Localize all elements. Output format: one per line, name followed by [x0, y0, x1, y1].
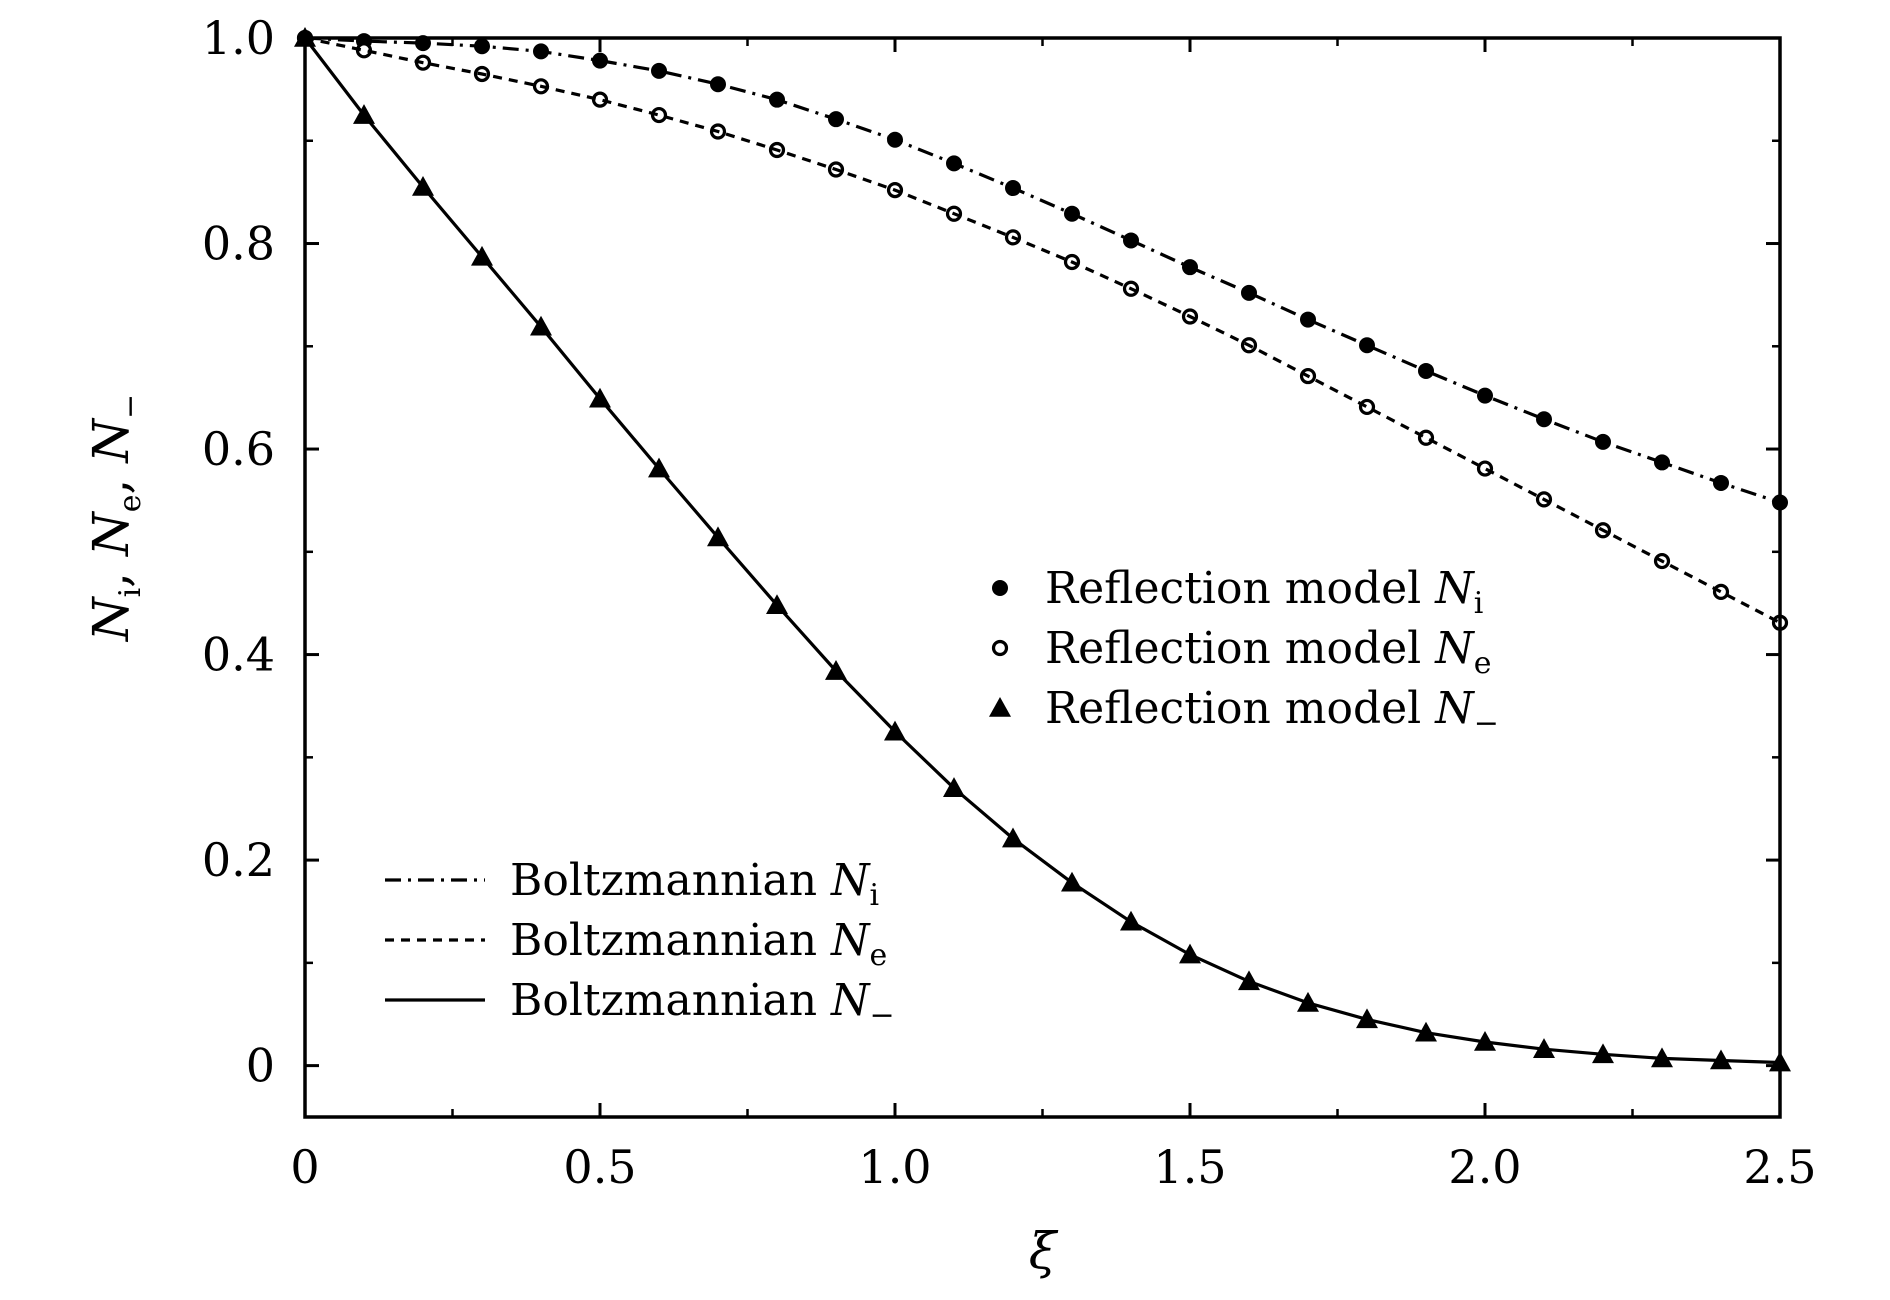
data-point [1359, 337, 1375, 354]
x-tick-label: 1.0 [858, 1140, 931, 1194]
legend-label: Reflection model Ne [1045, 623, 1492, 681]
series-line [304, 36, 1781, 625]
legend-label-subscript: i [1474, 586, 1484, 621]
legend-label: Boltzmannian Ni [510, 855, 879, 913]
legend-label-symbol: N [1434, 623, 1475, 674]
axis-ticks [303, 36, 1782, 1117]
y-tick-label: 0.4 [202, 628, 275, 682]
data-point [1182, 259, 1198, 276]
data-point [1417, 429, 1435, 446]
data-point [710, 76, 726, 93]
series-layer [294, 27, 1791, 1072]
y-tick-label: 0.2 [202, 833, 275, 887]
y-tick-label: 0.8 [202, 217, 275, 271]
legend-label-subscript: − [1474, 706, 1499, 741]
legend-label-prefix: Boltzmannian [510, 855, 831, 906]
data-point [1595, 433, 1611, 450]
legend-label-prefix: Boltzmannian [510, 915, 831, 966]
data-point [592, 52, 608, 69]
legend-label-symbol: N [1434, 563, 1475, 614]
y-axis-symbol: N [82, 510, 140, 557]
legend-label: Reflection model N− [1045, 683, 1499, 741]
legend-label-symbol: N [830, 855, 871, 906]
y-axis-title: Ni, Ne, N− [82, 394, 148, 642]
y-axis-subscript: e [113, 495, 148, 513]
y-tick-label: 1.0 [202, 11, 275, 65]
legend-label-symbol: N [830, 975, 871, 1026]
series-5 [303, 37, 1781, 1065]
series-4 [304, 36, 1781, 625]
data-point [1712, 583, 1730, 600]
y-axis-separator: , [82, 556, 140, 588]
y-axis-symbol: N [82, 595, 140, 642]
y-axis-title-text: Ni, Ne, N− [82, 394, 148, 642]
legend-label-symbol: N [830, 915, 871, 966]
x-tick-label: 2.0 [1448, 1140, 1521, 1194]
series-line [303, 37, 1781, 1065]
data-point [1241, 284, 1257, 301]
legend-label-prefix: Reflection model [1045, 683, 1435, 734]
legend-label-subscript: i [870, 878, 880, 913]
legend-marker [992, 580, 1008, 596]
legend-marker [991, 639, 1009, 657]
x-tick-label: 2.5 [1743, 1140, 1816, 1194]
x-tick-label: 1.5 [1153, 1140, 1226, 1194]
legend-label-prefix: Reflection model [1045, 623, 1435, 674]
data-point [650, 106, 668, 124]
axis-tick-labels: 0 0.5 1.0 1.5 2.0 2.5 0 0.2 0.4 0.6 0.8 1.0 [202, 11, 1817, 1194]
y-axis-subscript: − [113, 394, 148, 419]
legend-label-subscript: − [870, 998, 895, 1033]
legend-label-subscript: e [870, 938, 888, 973]
series-line [304, 36, 1781, 505]
legend-label-prefix: Boltzmannian [510, 975, 831, 1026]
data-point [1300, 311, 1316, 328]
legend-label: Boltzmannian N− [510, 975, 895, 1033]
y-axis-separator: , [82, 463, 140, 495]
legend-label: Reflection model Ni [1045, 563, 1483, 621]
y-axis-subscript: i [113, 588, 148, 598]
x-axis-title: ξ [1029, 1222, 1059, 1280]
data-point [1418, 362, 1434, 379]
data-point [1536, 411, 1552, 428]
y-tick-label: 0 [246, 1039, 275, 1093]
legend-label-symbol: N [1434, 683, 1475, 734]
data-point [1358, 398, 1376, 416]
series-3 [304, 36, 1781, 505]
legend-label: Boltzmannian Ne [510, 915, 887, 973]
legend-label-prefix: Reflection model [1045, 563, 1435, 614]
y-tick-label: 0.6 [202, 422, 275, 476]
y-axis-symbol: N [82, 417, 140, 464]
data-point [1476, 460, 1494, 477]
legend-label-subscript: e [1474, 646, 1492, 681]
x-tick-label: 0.5 [563, 1140, 636, 1194]
legend-marker [989, 697, 1011, 717]
data-point [651, 62, 667, 79]
x-tick-label: 0 [290, 1140, 319, 1194]
